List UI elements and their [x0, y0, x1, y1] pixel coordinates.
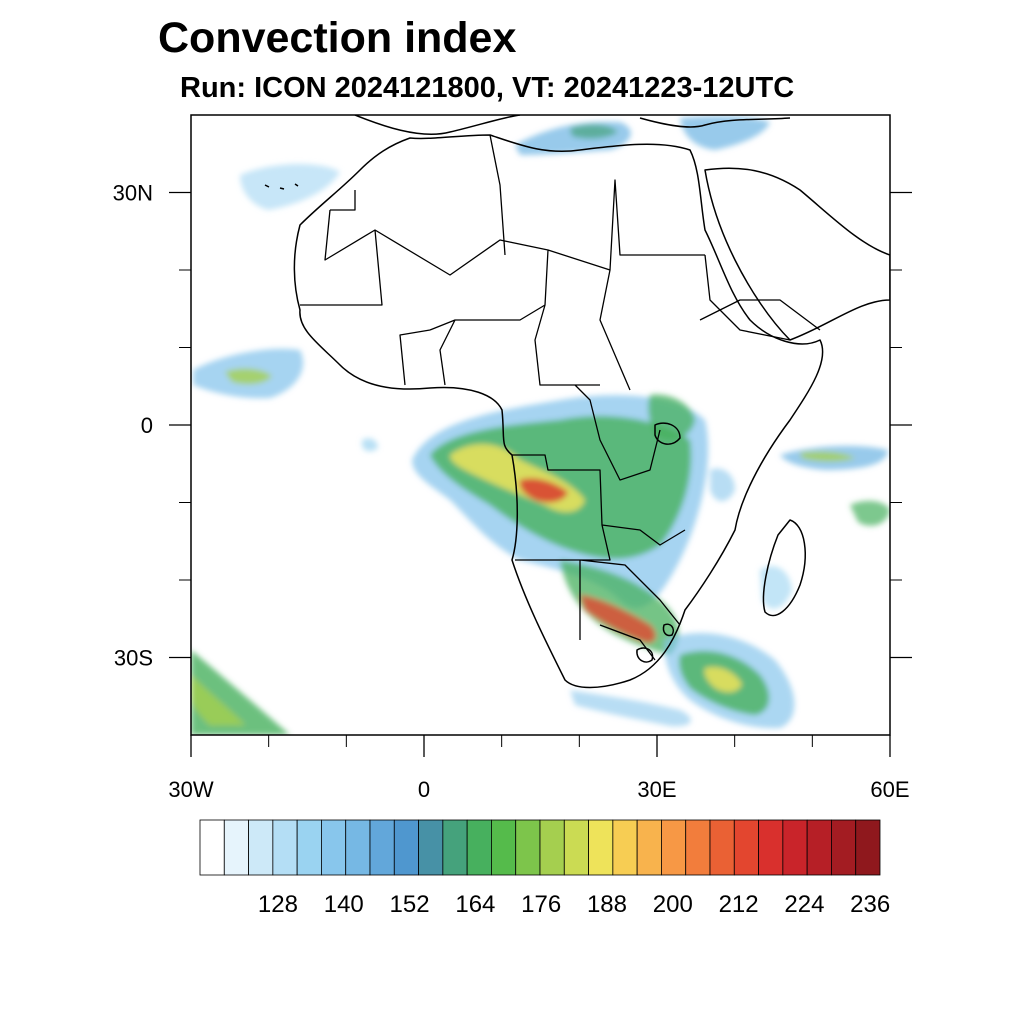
colorbar-label: 176	[521, 891, 561, 918]
convection-area-indian-ocean-green	[800, 451, 855, 462]
swaziland-border	[662, 623, 675, 637]
colorbar-swatch	[539, 819, 565, 876]
colorbar-label: 152	[390, 891, 430, 918]
convection-area-se-ocean-yellow	[704, 666, 742, 693]
colorbar-swatch	[661, 819, 687, 876]
lat-tick-label: 0	[141, 413, 153, 438]
colorbar-swatch	[636, 819, 662, 876]
colorbar-swatch	[612, 819, 638, 876]
colorbar-swatch	[418, 819, 444, 876]
colorbar-label: 188	[587, 891, 627, 918]
colorbar-label: 236	[850, 891, 890, 918]
convection-area-horn	[710, 468, 735, 502]
colorbar-swatch	[223, 819, 249, 876]
colorbar-swatch	[588, 819, 614, 876]
colorbar-label: 212	[719, 891, 759, 918]
lon-tick-label: 60E	[870, 777, 909, 802]
colorbar-swatch	[345, 819, 371, 876]
colorbar-label: 200	[653, 891, 693, 918]
colorbar-swatch	[296, 819, 322, 876]
colorbar-swatch	[369, 819, 395, 876]
colorbar-swatch	[272, 819, 298, 876]
colorbar-swatch	[199, 819, 225, 876]
colorbar-swatch	[563, 819, 589, 876]
colorbar-swatch	[393, 819, 419, 876]
colorbar-swatch	[733, 819, 759, 876]
lon-tick-label: 30W	[168, 777, 213, 802]
convection-area-east-edge	[850, 500, 890, 526]
colorbar-swatch	[831, 819, 857, 876]
colorbar-swatch	[442, 819, 468, 876]
convection-area-east-med	[680, 116, 770, 150]
map-axes: 30W 0 30E 60E 30N 0 30S	[113, 181, 912, 802]
convection-area-west-atlantic-green	[225, 368, 272, 385]
colorbar-swatch	[855, 819, 881, 876]
colorbar-label: 164	[455, 891, 495, 918]
colorbar-label: 128	[258, 891, 298, 918]
colorbar-label: 224	[784, 891, 824, 918]
convection-area-med-green	[570, 124, 618, 139]
arabia-coastline	[704, 167, 890, 341]
convection-area-canary	[240, 164, 340, 210]
country-borders	[300, 134, 821, 661]
map-title: Convection index	[158, 14, 517, 62]
lon-tick-label: 30E	[637, 777, 676, 802]
convection-area-east-africa	[648, 394, 695, 440]
colorbar-swatch	[466, 819, 492, 876]
canary-islands	[264, 183, 299, 190]
colorbar-swatch	[685, 819, 711, 876]
lesotho-border	[636, 647, 654, 663]
convection-area-small-cell	[362, 438, 378, 452]
convection-area-mediterranean	[515, 121, 631, 155]
colorbar-swatch	[321, 819, 347, 876]
colorbar-swatch	[782, 819, 808, 876]
colorbar: 128 140 152 164 176 188 200 212 224 236	[199, 819, 890, 918]
europe-coastline	[354, 115, 791, 136]
lake-victoria	[654, 422, 681, 445]
convection-area-madagascar	[760, 566, 792, 609]
lat-tick-label: 30S	[114, 646, 153, 671]
lon-tick-label: 0	[418, 777, 430, 802]
colorbar-swatch	[806, 819, 832, 876]
colorbar-label: 140	[324, 891, 364, 918]
boundaries	[264, 115, 890, 689]
map-subtitle: Run: ICON 2024121800, VT: 20241223-12UTC	[180, 72, 795, 104]
colorbar-swatch	[248, 819, 274, 876]
colorbar-swatch	[515, 819, 541, 876]
colorbar-swatch	[758, 819, 784, 876]
madagascar-coastline	[762, 519, 806, 617]
convection-area-sw-atlantic-yellow	[191, 675, 245, 725]
convection-area-cape	[570, 690, 691, 727]
convection-area-southern-band-red	[580, 595, 656, 643]
africa-coastline	[293, 134, 824, 689]
convection-field	[191, 116, 890, 735]
colorbar-swatch	[709, 819, 735, 876]
colorbar-swatch	[491, 819, 517, 876]
lat-tick-label: 30N	[113, 181, 153, 206]
convection-area-angola-red	[519, 478, 568, 503]
